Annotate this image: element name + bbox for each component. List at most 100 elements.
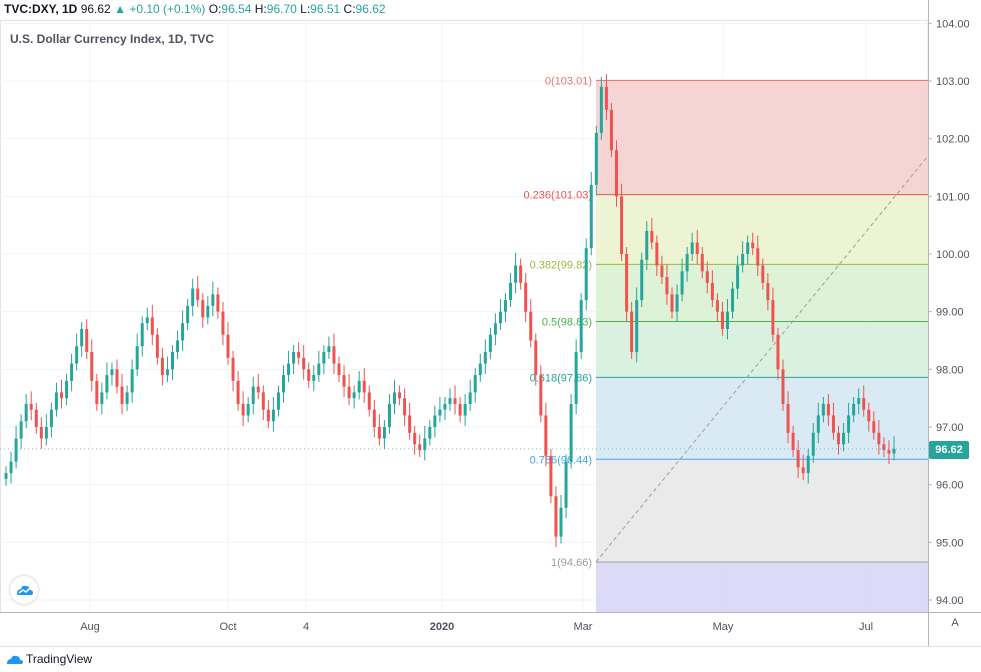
candle-body [615,150,618,197]
y-tick-label: 102.00 [936,134,970,146]
candle-body [322,352,326,364]
candle-body [690,242,694,254]
candle-body [705,271,709,283]
candle-body [70,363,74,381]
y-tick-label: 100.00 [936,249,970,261]
candle-body [801,467,805,474]
candle-body [266,409,270,422]
candle-body [282,375,285,393]
candle-body [604,86,608,110]
candle-body [655,242,659,266]
candle-body [594,132,598,185]
candle-body [302,357,306,370]
candle-body [483,352,487,364]
candle-body [29,403,33,410]
tradingview-logo-icon [7,655,23,664]
candle-body [630,311,634,353]
candle-body [685,254,689,272]
candle-body [554,496,558,537]
y-tick-label: 101.00 [936,191,970,203]
symbol-name[interactable]: TVC:DXY, 1D [4,2,78,16]
candle-body [372,409,376,427]
close-value: 96.62 [355,2,386,16]
y-tick-label: 96.00 [936,480,964,492]
candle-body [181,323,185,341]
y-tick-label: 99.00 [936,307,964,319]
candle-body [95,380,99,404]
y-tick-label: 97.00 [936,422,964,434]
candle-body [710,282,714,301]
candle-body [19,421,23,439]
candle-body [569,403,573,462]
candle-body [307,369,311,381]
candle-body [493,323,497,335]
candle-body [826,403,830,416]
candle-body [85,328,89,353]
fib-zone-band [596,80,928,195]
fib-zone-band [596,377,928,460]
candle-body [403,398,407,416]
x-tick-label: May [713,621,734,633]
candle-body [524,282,528,312]
fib-zone-band [596,459,928,562]
candle-body [776,334,780,370]
tradingview-logo-button[interactable] [10,576,38,604]
candle-body [236,380,240,404]
candle-body [155,334,159,358]
candle-body [80,328,84,347]
candle-body [720,311,724,329]
candle-body [857,398,861,404]
candle-body [842,432,846,445]
candle-body [574,352,578,404]
auto-scale-button[interactable]: A [951,617,959,629]
candle-body [831,415,835,433]
candle-body [786,403,790,433]
candle-body [791,432,795,451]
price-chart[interactable]: 94.00 95.00 96.00 97.00 98.00 99.00 100.00 101.… [0,0,981,646]
candle-body [292,352,296,364]
last-price-badge: 96.62 [929,441,969,459]
candle-body [44,427,48,439]
candle-body [287,363,291,376]
x-tick-label: Jul [859,621,873,633]
candle-body [65,380,69,399]
candle-body [327,346,331,353]
open-label: O: [208,2,222,16]
up-arrow-icon: ▲ [114,2,126,16]
candle-body [54,392,58,410]
candle-body [635,300,639,353]
candle-body [473,375,477,393]
candle-body [145,317,149,324]
candle-body [559,507,563,537]
x-tick-label: Mar [574,621,593,633]
fib-level-label: 0.618(97.86) [530,372,592,384]
candle-body [448,398,452,404]
candle-body [271,409,275,422]
candle-body [398,392,402,399]
footer-brand[interactable]: TradingView [26,652,93,666]
candle-body [680,271,684,295]
candle-body [4,473,8,479]
candle-body [60,392,63,399]
candle-body [736,265,740,289]
candle-body [125,392,129,404]
candle-body [256,386,260,393]
candle-body [534,340,538,376]
x-tick-label: 2020 [430,621,454,633]
candle-body [675,294,679,312]
candle-body [140,323,144,347]
high-label: H: [254,2,267,16]
candle-body [599,86,603,133]
candle-body [620,196,624,254]
candle-body [806,455,810,474]
candle-body [251,386,255,404]
candle-body [660,265,664,278]
fib-level-label: 0.5(98.83) [542,316,592,328]
candle-body [393,392,396,404]
candle-body [882,444,886,451]
candle-body [165,369,169,376]
candle-body [367,392,371,410]
fib-level-label: 0.236(101.03) [524,190,593,202]
candle-body [332,346,336,364]
candle-body [852,403,856,416]
